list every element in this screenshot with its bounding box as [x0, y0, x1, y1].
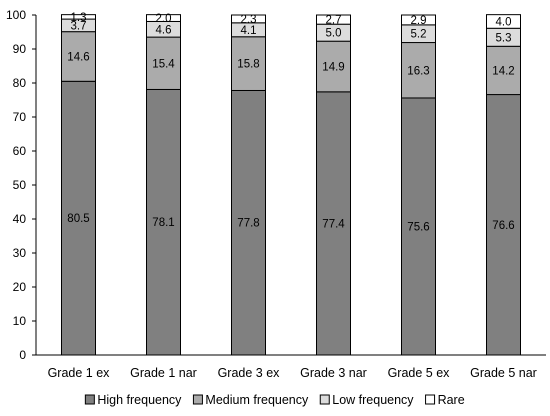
- category-label: Grade 1 ex: [48, 366, 111, 380]
- category-label: Grade 3 nar: [300, 366, 367, 380]
- data-label: 14.6: [67, 51, 89, 63]
- data-label: 14.9: [322, 62, 344, 74]
- bar-segment-rare: [231, 14, 266, 24]
- bar-segment-high-frequency: [146, 88, 181, 356]
- data-label: 14.2: [492, 65, 514, 77]
- y-tick-label: 60: [13, 144, 27, 158]
- data-label: 3.7: [71, 20, 87, 32]
- bar-segment-medium-frequency: [316, 40, 351, 93]
- bar-segment-rare: [401, 14, 436, 26]
- data-label: 76.6: [492, 220, 514, 232]
- legend-label: Medium frequency: [205, 393, 309, 407]
- data-label: 2.9: [411, 15, 427, 27]
- data-label: 5.0: [326, 28, 342, 40]
- data-label: 15.8: [237, 59, 259, 71]
- data-label: 5.2: [411, 29, 427, 41]
- category-label: Grade 1 nar: [130, 366, 197, 380]
- bar-segment-rare: [146, 14, 181, 22]
- bar-segment-medium-frequency: [401, 42, 436, 99]
- legend-label: High frequency: [97, 393, 182, 407]
- bar-segment-rare: [486, 14, 521, 29]
- data-label: 2.0: [156, 13, 172, 25]
- y-tick-label: 70: [13, 110, 27, 124]
- data-label: 15.4: [152, 58, 175, 70]
- data-label: 4.6: [156, 24, 172, 36]
- y-tick-label: 100: [6, 8, 26, 22]
- y-tick-label: 90: [13, 42, 27, 56]
- legend-swatch: [192, 394, 203, 405]
- data-label: 80.5: [67, 213, 89, 225]
- bar-segment-high-frequency: [316, 91, 351, 356]
- y-tick-label: 50: [13, 178, 27, 192]
- bar-segment-high-frequency: [401, 97, 436, 356]
- data-label: 4.1: [241, 25, 257, 37]
- y-tick-label: 80: [13, 76, 27, 90]
- y-tick-label: 0: [19, 348, 26, 362]
- data-label: 78.1: [152, 217, 174, 229]
- legend-swatch: [319, 394, 330, 405]
- data-label: 75.6: [407, 221, 429, 233]
- data-label: 2.3: [241, 14, 257, 26]
- y-tick-label: 20: [13, 280, 27, 294]
- legend-swatch: [84, 394, 95, 405]
- data-label: 4.0: [496, 16, 512, 28]
- legend-swatch: [425, 394, 436, 405]
- data-label: 1.3: [71, 12, 87, 24]
- y-tick-label: 30: [13, 246, 27, 260]
- x-axis: Grade 1 ex Grade 1 nar Grade 3 ex Grade 3 n…: [36, 354, 546, 380]
- data-label: 5.3: [496, 32, 512, 44]
- bar-segment-rare: [316, 14, 351, 25]
- category-label: Grade 3 ex: [218, 366, 281, 380]
- data-label: 77.4: [322, 218, 345, 230]
- bar-segment-high-frequency: [231, 89, 266, 356]
- category-label: Grade 5 ex: [388, 366, 451, 380]
- bar-segment-high-frequency: [61, 80, 96, 356]
- data-label: 16.3: [407, 65, 429, 77]
- data-label: 2.7: [326, 15, 342, 27]
- y-tick-label: 40: [13, 212, 27, 226]
- legend: High frequency Medium frequency Low freque…: [84, 393, 465, 407]
- legend-label: Low frequency: [332, 393, 414, 407]
- category-label: Grade 5 nar: [470, 366, 537, 380]
- y-tick-label: 10: [13, 314, 27, 328]
- y-axis: 0 10 20 30 40 50 60 70 80 90 100: [6, 8, 37, 362]
- legend-label: Rare: [438, 393, 465, 407]
- data-label: 77.8: [237, 218, 259, 230]
- bar-segment-medium-frequency: [486, 45, 521, 96]
- bar-segment-medium-frequency: [146, 36, 181, 90]
- bar-series-group: 80.514.63.71.378.115.44.62.077.815.84.12…: [61, 12, 521, 356]
- bar-segment-medium-frequency: [231, 36, 266, 91]
- bar-segment-rare: [61, 14, 96, 20]
